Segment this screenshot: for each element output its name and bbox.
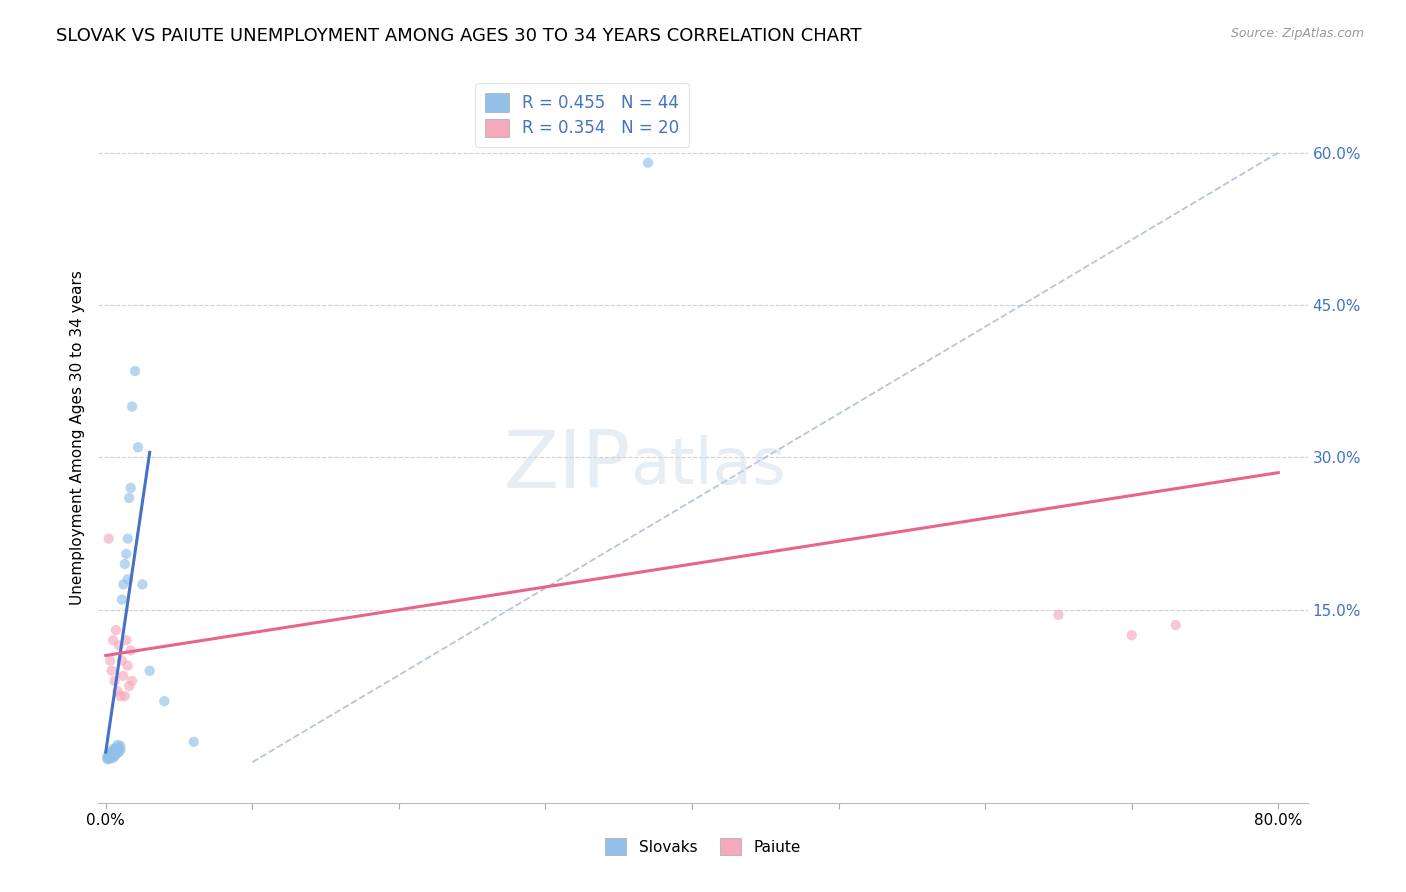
- Point: [117, 658, 139, 673]
- Point: [107, 742, 129, 756]
- Point: [1047, 607, 1070, 622]
- Point: [101, 747, 124, 762]
- Point: [98, 746, 121, 760]
- Point: [112, 577, 135, 591]
- Text: ZIP: ZIP: [503, 427, 630, 506]
- Point: [100, 747, 122, 762]
- Y-axis label: Unemployment Among Ages 30 to 34 years: Unemployment Among Ages 30 to 34 years: [69, 269, 84, 605]
- Point: [118, 679, 141, 693]
- Point: [110, 743, 132, 757]
- Point: [107, 684, 129, 698]
- Point: [115, 633, 138, 648]
- Point: [103, 673, 125, 688]
- Point: [127, 440, 149, 454]
- Point: [1164, 618, 1187, 632]
- Point: [117, 532, 139, 546]
- Point: [97, 752, 120, 766]
- Point: [100, 745, 122, 759]
- Point: [96, 752, 118, 766]
- Point: [124, 364, 146, 378]
- Text: SLOVAK VS PAIUTE UNEMPLOYMENT AMONG AGES 30 TO 34 YEARS CORRELATION CHART: SLOVAK VS PAIUTE UNEMPLOYMENT AMONG AGES…: [56, 27, 862, 45]
- Point: [117, 572, 139, 586]
- Point: [110, 739, 132, 753]
- Point: [101, 742, 124, 756]
- Point: [97, 747, 120, 761]
- Point: [108, 745, 131, 759]
- Point: [98, 749, 121, 764]
- Point: [107, 746, 129, 760]
- Point: [115, 547, 138, 561]
- Point: [97, 532, 120, 546]
- Point: [105, 740, 128, 755]
- Text: atlas: atlas: [630, 435, 786, 498]
- Point: [111, 592, 134, 607]
- Point: [105, 623, 128, 637]
- Point: [131, 577, 153, 591]
- Point: [111, 654, 134, 668]
- Point: [101, 751, 124, 765]
- Point: [114, 557, 136, 571]
- Point: [98, 654, 121, 668]
- Point: [183, 735, 205, 749]
- Point: [96, 750, 118, 764]
- Point: [110, 689, 132, 703]
- Point: [105, 744, 128, 758]
- Point: [121, 673, 143, 688]
- Point: [101, 745, 124, 759]
- Legend: Slovaks, Paiute: Slovaks, Paiute: [599, 832, 807, 861]
- Point: [105, 747, 128, 761]
- Point: [637, 156, 659, 170]
- Point: [100, 750, 122, 764]
- Point: [107, 738, 129, 752]
- Point: [121, 400, 143, 414]
- Text: Source: ZipAtlas.com: Source: ZipAtlas.com: [1230, 27, 1364, 40]
- Point: [97, 749, 120, 764]
- Point: [108, 638, 131, 652]
- Point: [100, 664, 122, 678]
- Point: [120, 481, 142, 495]
- Point: [103, 749, 125, 764]
- Point: [112, 669, 135, 683]
- Point: [114, 689, 136, 703]
- Point: [138, 664, 160, 678]
- Point: [103, 746, 125, 760]
- Point: [108, 740, 131, 755]
- Point: [120, 643, 142, 657]
- Point: [118, 491, 141, 505]
- Point: [98, 751, 121, 765]
- Point: [103, 743, 125, 757]
- Point: [1121, 628, 1143, 642]
- Point: [101, 633, 124, 648]
- Point: [153, 694, 176, 708]
